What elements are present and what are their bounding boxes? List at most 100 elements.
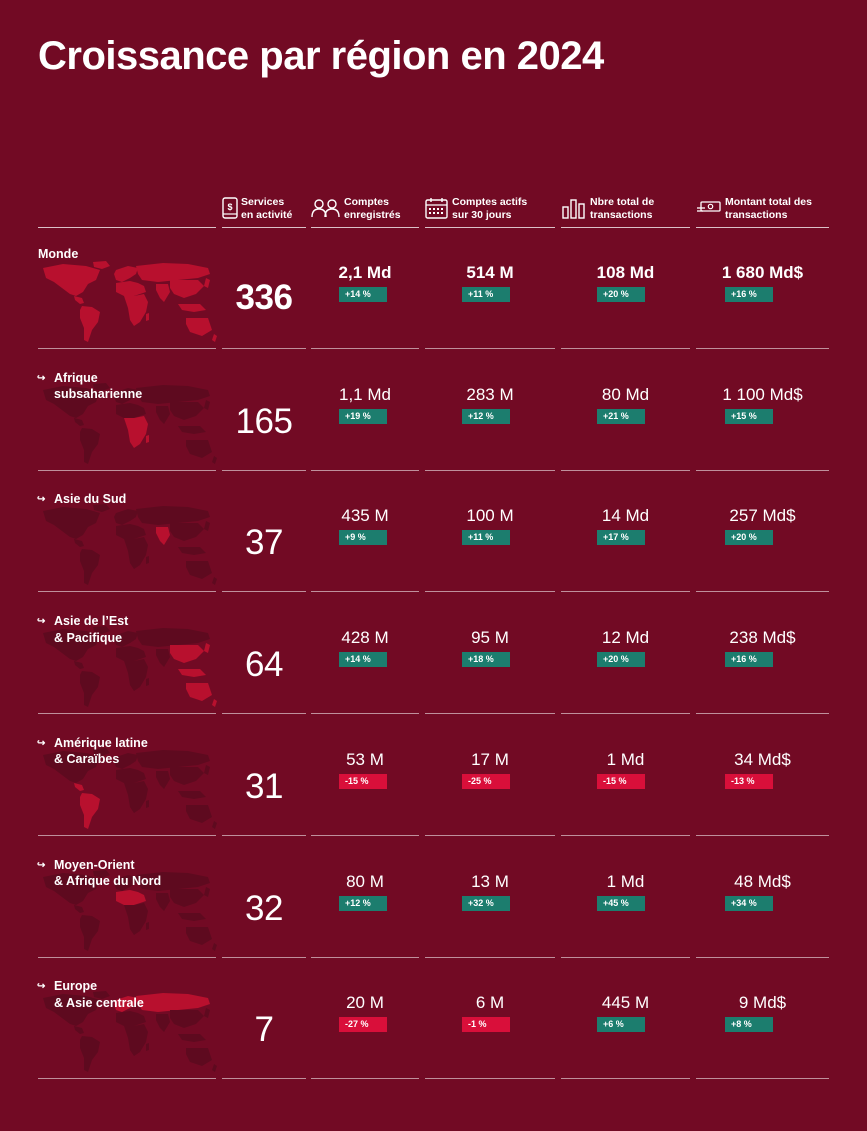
map-region-shape <box>74 782 84 791</box>
map-region-shape <box>156 284 170 302</box>
map-region-shape <box>124 1024 148 1057</box>
change-badge: +32 % <box>462 895 510 911</box>
table-header: $ Services en activité Comptes enregistr… <box>0 196 867 228</box>
row-divider <box>311 471 419 593</box>
map-region-shape <box>74 417 84 426</box>
metric-value: 1 100 Md$ <box>722 384 803 404</box>
map-region-shape <box>178 425 206 434</box>
map-region-shape <box>186 683 212 702</box>
metric-cell: 53 M <box>311 750 419 770</box>
map-region-shape <box>170 766 204 785</box>
region-name: Monde <box>38 247 79 261</box>
map-region-shape <box>114 996 138 1013</box>
metric-value: 445 M <box>601 993 650 1013</box>
change-badge: +18 % <box>462 652 510 668</box>
row-divider <box>696 958 829 1080</box>
row-divider <box>311 350 419 471</box>
map-region-shape <box>204 521 210 532</box>
change-badge: -13 % <box>725 773 773 789</box>
metric-value: 6 M <box>475 993 505 1013</box>
metric-value: 435 M <box>341 506 389 526</box>
change-badge: +6 % <box>597 1017 645 1033</box>
map-region-shape <box>80 914 100 951</box>
region-name: Asie de l’Est & Pacifique <box>54 614 129 645</box>
metric-cell: 13 M <box>425 872 555 892</box>
map-region-shape <box>124 780 148 813</box>
map-region-shape <box>204 399 210 410</box>
metric-cell: 100 M <box>425 506 555 526</box>
metric-value: 1 680 Md$ <box>721 263 804 282</box>
region-world-map <box>38 990 218 1080</box>
change-badge: -27 % <box>339 1017 387 1033</box>
map-region-shape <box>114 874 138 891</box>
map-region-shape <box>114 631 138 648</box>
row-divider <box>222 715 306 836</box>
change-badge: +45 % <box>597 895 645 911</box>
metric-value: 257 Md$ <box>729 506 796 526</box>
row-divider <box>696 471 829 593</box>
map-region-shape <box>43 750 100 783</box>
arrow-icon: ↪ <box>37 859 46 871</box>
row-divider <box>311 837 419 958</box>
map-region-shape <box>136 506 210 526</box>
row-divider <box>222 228 306 349</box>
services-count: 37 <box>245 523 283 563</box>
map-region-shape <box>124 659 148 692</box>
map-region-shape <box>114 266 138 282</box>
region-name: Amérique latine & Caraïbes <box>54 735 148 767</box>
map-region-shape <box>156 770 170 789</box>
row-divider <box>222 837 306 958</box>
metric-cell: 435 M <box>311 506 419 526</box>
map-region-shape <box>204 764 210 775</box>
map-region-shape <box>186 318 212 336</box>
change-badge: +11 % <box>462 287 510 302</box>
change-badge: +20 % <box>725 530 773 546</box>
users-icon <box>311 196 344 223</box>
row-divider <box>38 837 216 958</box>
metric-value: 1,1 Md <box>339 384 391 404</box>
page-title: Croissance par région en 2024 <box>38 34 604 78</box>
row-divider <box>311 958 419 1080</box>
map-region-shape <box>136 628 210 648</box>
change-badge: +15 % <box>725 408 773 424</box>
row-divider <box>222 471 306 593</box>
region-world-map <box>38 747 218 837</box>
row-divider <box>425 715 555 836</box>
change-badge: +8 % <box>725 1017 773 1033</box>
svg-text:$: $ <box>227 202 232 212</box>
bar-chart-icon <box>561 196 590 223</box>
row-divider <box>425 837 555 958</box>
metric-value: 283 M <box>466 384 514 404</box>
table-row: ↪ Moyen-Orient & Afrique du Nord 32 80 M +12… <box>0 837 867 959</box>
metric-value: 108 Md <box>596 263 655 282</box>
metric-value: 514 M <box>466 263 514 282</box>
map-region-shape <box>170 645 204 664</box>
region-world-map <box>38 260 218 350</box>
map-region-shape <box>116 1011 146 1027</box>
metric-cell: 34 Md$ <box>696 750 829 770</box>
row-divider <box>425 350 555 471</box>
map-region-shape <box>116 646 146 662</box>
change-badge: +9 % <box>339 530 387 546</box>
row-divider <box>696 593 829 715</box>
metric-cell: 80 Md <box>561 385 690 405</box>
header-transactions-label: Nbre total de transactions <box>590 196 655 221</box>
region-world-map <box>38 625 218 715</box>
map-region-shape <box>124 537 148 570</box>
metric-value: 80 M <box>346 871 384 891</box>
arrow-icon: ↪ <box>37 737 46 749</box>
change-badge: +12 % <box>339 895 387 911</box>
metric-value: 95 M <box>471 628 509 648</box>
change-badge: +20 % <box>597 287 645 302</box>
services-count: 7 <box>254 1010 274 1050</box>
change-badge: +19 % <box>339 408 387 424</box>
header-amount: Montant total des transactions <box>696 196 829 228</box>
map-region-shape <box>156 892 170 911</box>
metric-value: 12 Md <box>601 628 650 648</box>
region-name: Europe & Asie centrale <box>54 979 144 1010</box>
row-divider <box>425 593 555 715</box>
arrow-icon: ↪ <box>37 494 46 506</box>
map-region-shape <box>74 904 84 913</box>
row-divider <box>38 958 216 1080</box>
metric-value: 1 Md <box>606 871 645 891</box>
